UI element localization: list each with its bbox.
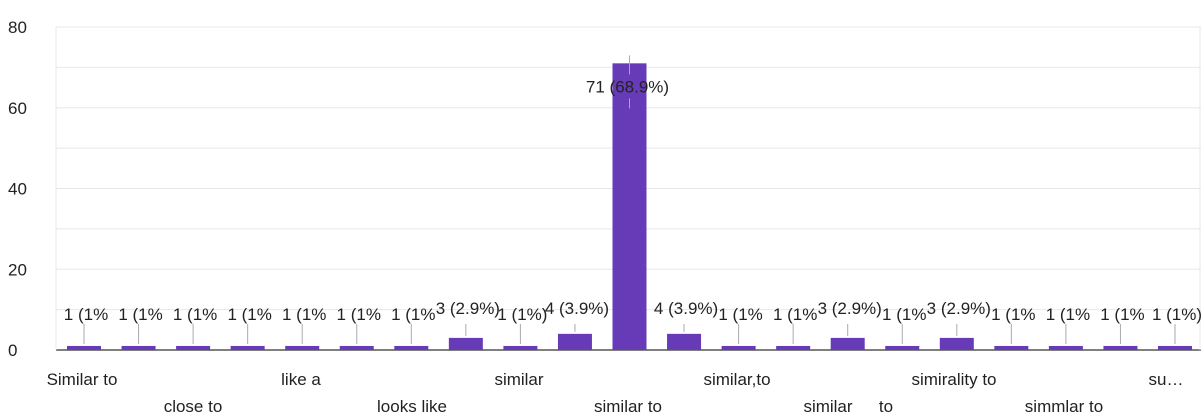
bar (1103, 345, 1138, 350)
data-label: 1 (1% (1046, 305, 1090, 324)
bar (176, 345, 211, 350)
bar (721, 345, 756, 350)
bar (67, 345, 101, 350)
y-tick-label: 20 (8, 260, 27, 279)
bar (1048, 345, 1083, 350)
bar (776, 345, 811, 350)
data-label: 1 (1% (882, 305, 926, 324)
x-tick-label: su… (1149, 370, 1184, 389)
bar (885, 345, 920, 350)
data-label: 1 (1% (173, 305, 217, 324)
data-label: 3 (2.9%) (818, 299, 882, 318)
bar (448, 337, 483, 350)
label-leader-lines (83, 55, 1176, 344)
data-label: 1 (1%) (497, 305, 547, 324)
data-label: 4 (3.9%) (545, 299, 609, 318)
data-label: 3 (2.9%) (927, 299, 991, 318)
bar (667, 333, 702, 350)
y-tick-label: 40 (8, 180, 27, 199)
data-label: 1 (1% (391, 305, 435, 324)
bar (994, 345, 1029, 350)
bar (503, 345, 538, 350)
data-label: 1 (1%) (1152, 305, 1202, 324)
data-label: 1 (1% (718, 305, 762, 324)
y-tick-label: 0 (8, 341, 17, 360)
data-label: 1 (1% (773, 305, 817, 324)
y-tick-label: 80 (8, 18, 27, 37)
bar (830, 337, 865, 350)
data-label: 1 (1% (337, 305, 381, 324)
data-label: 3 (2.9%) (436, 299, 500, 318)
y-axis-ticks: 0 20 40 60 80 (8, 18, 27, 360)
data-label: 1 (1% (118, 305, 162, 324)
x-tick-label: simmlar to (1025, 397, 1103, 416)
bar (394, 345, 429, 350)
x-tick-label: similar,to (703, 370, 770, 389)
bar (339, 345, 374, 350)
data-label: 1 (1% (991, 305, 1035, 324)
x-tick-label: similar to (594, 397, 662, 416)
data-label: 4 (3.9%) (654, 299, 718, 318)
x-tick-label: to (879, 397, 893, 416)
data-labels: 1 (1% 1 (1% 1 (1% 1 (1% 1 (1% 1 (1% 1 (1% 3 (2.… (64, 77, 1202, 324)
bars (67, 63, 1192, 351)
data-label: 1 (1% (1100, 305, 1144, 324)
bar (1158, 345, 1192, 350)
x-tick-label: looks like (377, 397, 447, 416)
x-tick-label: Similar to (47, 370, 118, 389)
x-tick-label: close to (164, 397, 223, 416)
data-label: 1 (1% (64, 305, 108, 324)
bar (612, 63, 647, 351)
bar (557, 333, 592, 350)
x-axis-ticks: Similar to close to like a looks like simila… (47, 370, 1184, 416)
x-tick-label: similar (494, 370, 543, 389)
bar (121, 345, 156, 350)
x-tick-label: simirality to (911, 370, 996, 389)
data-label: 71 (68.9%) (586, 77, 669, 96)
data-label: 1 (1% (282, 305, 326, 324)
bar (285, 345, 320, 350)
bar (230, 345, 265, 350)
bar (939, 337, 974, 350)
x-tick-label: like a (281, 370, 321, 389)
x-tick-label: similar (803, 397, 852, 416)
y-tick-label: 60 (8, 99, 27, 118)
data-label: 1 (1% (227, 305, 271, 324)
